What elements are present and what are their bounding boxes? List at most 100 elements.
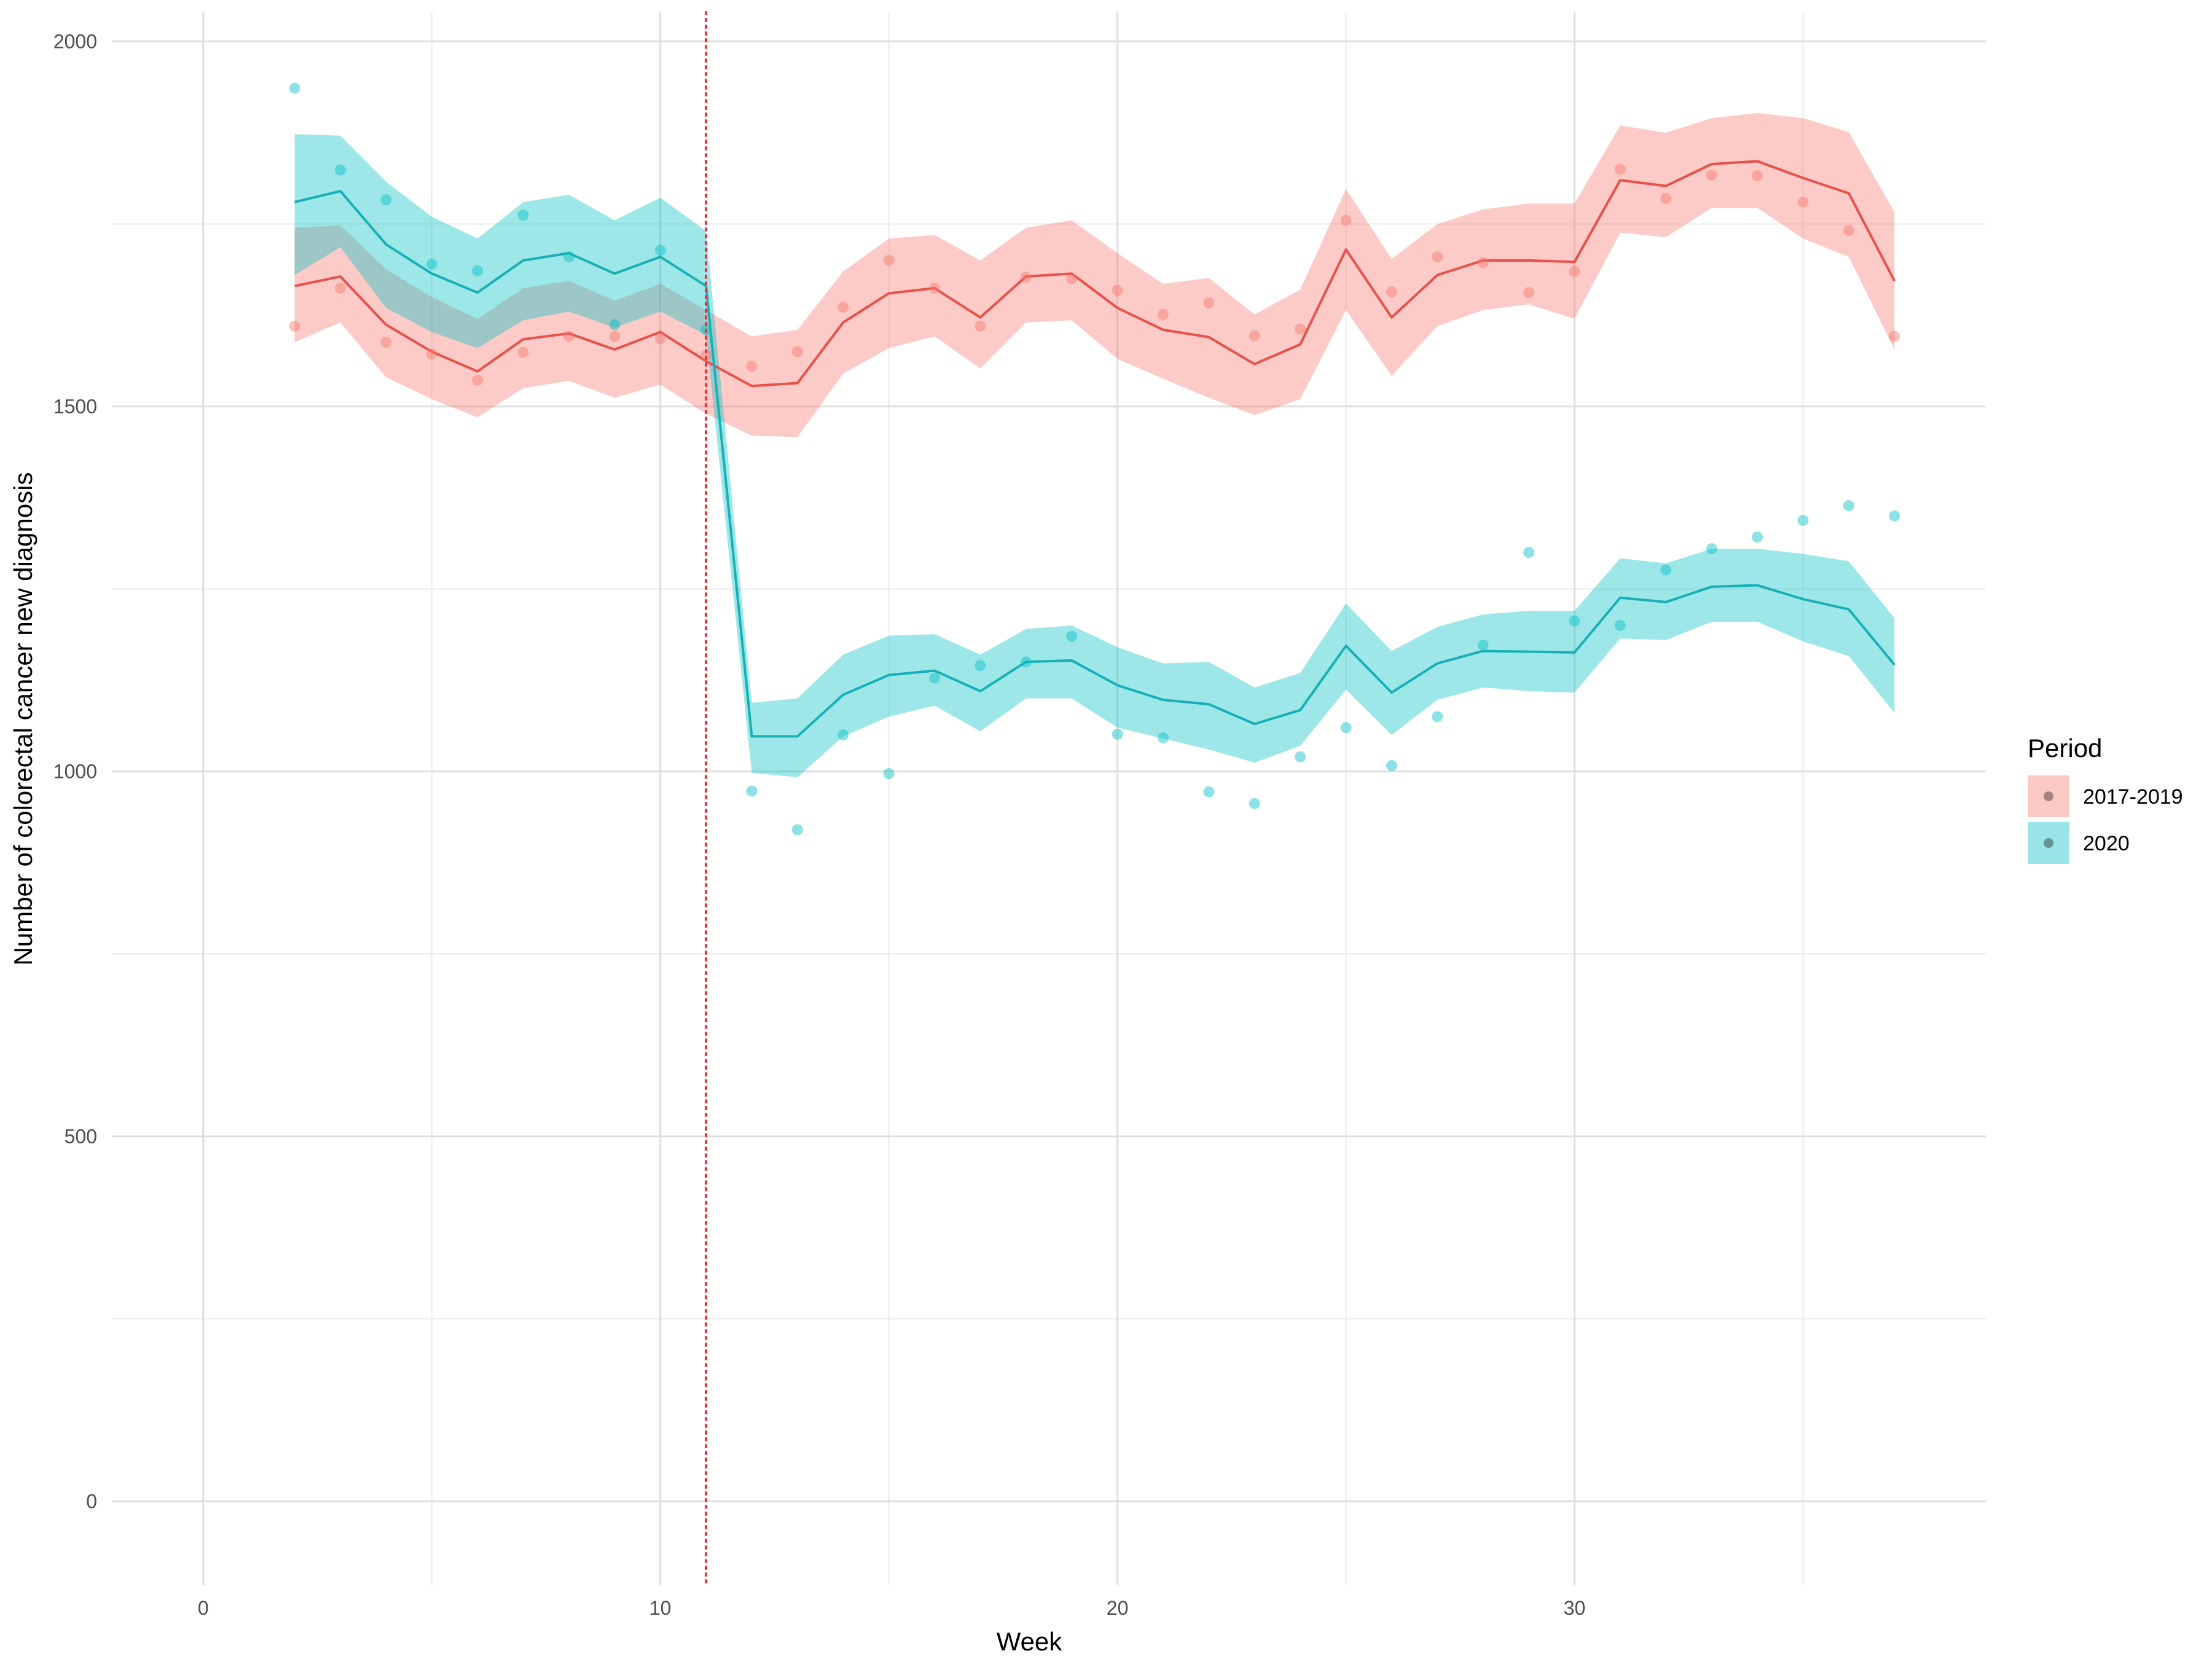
point-2017-2019 [1112,284,1123,296]
point-2017-2019 [700,350,712,361]
point-2020 [472,265,484,276]
point-2017-2019 [1706,169,1717,181]
point-2020 [837,729,849,741]
point-2017-2019 [334,283,346,294]
grid-minor [112,12,1986,1585]
point-2020 [1797,514,1809,526]
point-2020 [1203,786,1215,798]
point-2017-2019 [1752,170,1763,182]
point-2017-2019 [1797,196,1809,208]
legend-label-2020: 2020 [2083,832,2130,855]
point-2017-2019 [1523,287,1535,299]
point-2017-2019 [1157,308,1169,320]
point-2020 [1157,732,1169,743]
x-tick-label: 30 [1564,1597,1586,1619]
point-2020 [1569,615,1580,627]
point-2020 [1066,630,1078,642]
x-tick-label: 20 [1107,1597,1129,1619]
point-2017-2019 [1203,297,1215,308]
band-2020 [294,134,1895,777]
point-2017-2019 [1843,225,1854,237]
point-2020 [334,164,346,176]
confidence-bands [294,112,1895,777]
point-2017-2019 [1569,265,1580,277]
point-2020 [654,245,666,256]
point-2020 [1386,759,1397,771]
point-2017-2019 [837,301,849,313]
y-axis-title: Number of colorectal cancer new diagnosi… [9,472,37,965]
point-2020 [1295,751,1306,763]
point-2020 [1523,547,1535,559]
y-tick-label: 2000 [53,31,97,53]
point-2017-2019 [1614,163,1626,175]
point-2020 [563,251,575,262]
y-tick-label: 1500 [53,395,97,417]
x-axis-title: Week [997,1627,1063,1656]
legend-title: Period [2028,734,2102,763]
point-2017-2019 [517,347,529,358]
legend-label-2017-2019: 2017-2019 [2083,785,2183,809]
fit-lines [294,160,1896,738]
legend-key-point-2020 [2044,838,2053,848]
line-2020 [294,190,1896,738]
point-2020 [1477,639,1489,651]
point-2020 [1889,510,1900,522]
point-2017-2019 [1660,192,1672,204]
point-2017-2019 [929,283,941,294]
x-tick-label: 0 [198,1597,209,1619]
legend-key-2020 [2028,822,2069,864]
point-2017-2019 [1249,330,1260,342]
y-tick-labels: 0 500 1000 1500 2000 [53,31,97,1513]
point-2017-2019 [1432,251,1443,262]
point-2017-2019 [1295,323,1306,335]
point-2020 [1112,728,1123,740]
point-2020 [380,194,392,206]
point-2020 [1752,531,1763,543]
point-2020 [609,319,621,331]
point-2017-2019 [472,374,484,386]
point-2020 [517,210,529,221]
point-2020 [1660,564,1672,576]
point-2020 [1249,798,1260,809]
point-2020 [1614,619,1626,631]
legend: Period 2017-2019 2020 [2028,734,2183,864]
point-2017-2019 [1020,272,1032,283]
point-2020 [426,258,437,270]
point-2017-2019 [883,254,895,266]
point-2017-2019 [563,331,575,342]
point-2017-2019 [1386,286,1397,297]
point-2020 [1706,543,1717,555]
data-points [289,82,1900,836]
point-2020 [1020,656,1032,668]
point-2020 [929,672,941,684]
legend-key-point-2017-2019 [2044,791,2053,801]
point-2020 [1843,500,1854,512]
y-tick-label: 1000 [53,760,97,782]
point-2017-2019 [791,346,803,358]
point-2020 [289,82,300,94]
point-2020 [1340,722,1352,734]
point-2020 [975,660,986,672]
x-tick-label: 10 [649,1597,672,1619]
y-tick-label: 500 [65,1125,97,1147]
grid-major [112,12,1986,1585]
point-2020 [791,824,803,836]
point-2017-2019 [654,333,666,345]
point-2017-2019 [1340,214,1352,226]
point-2017-2019 [1477,257,1489,269]
line-2017-2019 [294,160,1896,388]
legend-item-2020: 2020 [2028,822,2130,864]
point-2017-2019 [426,348,437,359]
point-2017-2019 [975,320,986,332]
band-2017-2019 [294,112,1895,437]
point-2020 [883,768,895,780]
point-2017-2019 [1066,273,1078,284]
point-2017-2019 [1889,331,1900,342]
point-2020 [746,785,758,797]
point-2017-2019 [609,331,621,342]
y-tick-label: 0 [86,1490,97,1512]
point-2020 [1432,711,1443,723]
legend-key-2017-2019 [2028,775,2069,817]
legend-item-2017-2019: 2017-2019 [2028,775,2183,817]
